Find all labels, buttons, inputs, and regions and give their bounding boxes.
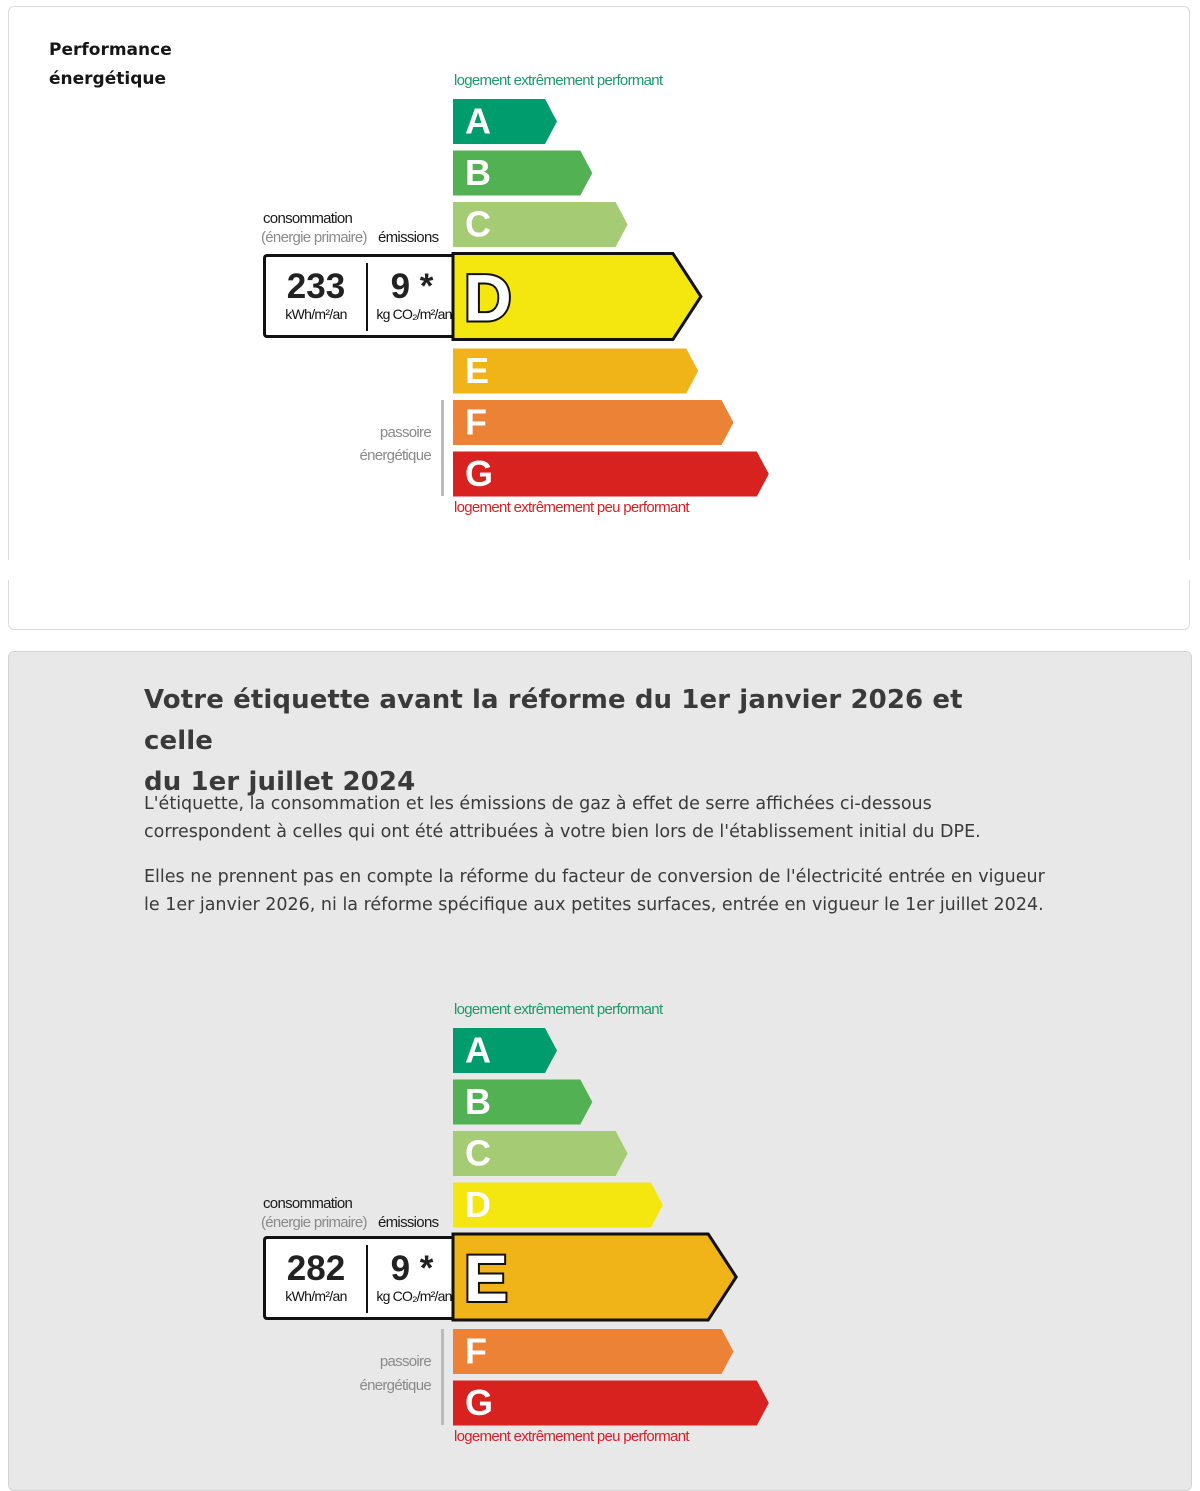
class-letter-b: B — [465, 1081, 491, 1122]
class-arrow-d-selected: D — [451, 252, 703, 341]
reform-paragraph-2-line-1: Elles ne prennent pas en compte la réfor… — [144, 867, 1045, 887]
passoire-label-line-1: passoire — [379, 1353, 432, 1370]
consumption-unit: kWh/m²/an — [285, 306, 347, 322]
class-arrow-b: B — [453, 150, 593, 196]
consumption-sub-label: (énergie primaire) — [261, 1214, 367, 1231]
class-letter-c: C — [465, 204, 491, 245]
values-box: 233 kWh/m²/an 9 * kg CO₂/m²/an — [263, 254, 455, 338]
class-arrow-a: A — [453, 99, 557, 144]
class-arrow-g: G — [453, 451, 769, 497]
reform-paragraph-2-line-2: le 1er janvier 2026, ni la réforme spéci… — [144, 895, 1044, 915]
values-separator — [366, 1245, 368, 1313]
class-letter-e: E — [464, 1241, 508, 1315]
consumption-value: 282 — [286, 1249, 346, 1288]
class-arrow-c: C — [453, 1131, 628, 1176]
reform-paragraph-1: L'étiquette, la consommation et les émis… — [144, 790, 1064, 846]
class-arrow-shape — [453, 451, 769, 497]
class-arrow-f: F — [453, 400, 734, 445]
class-arrow-shape — [453, 1131, 628, 1176]
class-arrow-e: E — [453, 348, 699, 394]
consumption-unit: kWh/m²/an — [285, 1288, 347, 1304]
passoire-label-line-1: passoire — [379, 424, 432, 441]
reform-title-line-2: du 1er juillet 2024 — [144, 767, 416, 797]
consumption-value: 233 — [286, 267, 346, 306]
class-letter-c: C — [465, 1133, 491, 1174]
class-arrow-shape — [453, 1028, 557, 1073]
dpe-label-current: logement extrêmement performant consomma… — [0, 72, 1200, 516]
emissions-unit: kg CO₂/m²/an — [376, 1288, 452, 1304]
card-title-line-2: énergétique — [49, 69, 166, 89]
reform-paragraph-2: Elles ne prennent pas en compte la réfor… — [144, 863, 1064, 919]
class-arrow-shape — [453, 150, 593, 196]
emissions-value: 9 * — [390, 267, 434, 306]
class-arrow-shape — [451, 1232, 738, 1322]
class-letter-f: F — [465, 402, 487, 443]
reform-title-line-1: Votre étiquette avant la réforme du 1er … — [144, 685, 963, 756]
class-arrow-d: D — [453, 1182, 663, 1228]
consumption-sub-label: (énergie primaire) — [261, 229, 367, 246]
passoire-label-line-2: énergétique — [359, 1377, 431, 1394]
emissions-label: émissions — [378, 229, 439, 246]
top-caption: logement extrêmement performant — [454, 1001, 663, 1018]
class-arrow-g: G — [453, 1380, 769, 1426]
card-title-line-1: Performance — [49, 40, 172, 60]
class-letter-a: A — [465, 101, 491, 142]
values-box: 282 kWh/m²/an 9 * kg CO₂/m²/an — [263, 1236, 455, 1320]
consumption-label: consommation — [263, 210, 353, 227]
class-arrow-shape — [453, 400, 734, 445]
class-arrow-f: F — [453, 1329, 734, 1374]
class-arrow-e-selected: E — [451, 1232, 738, 1322]
class-letter-f: F — [465, 1331, 487, 1372]
class-letter-d: D — [465, 1184, 491, 1225]
passoire-bracket — [441, 400, 444, 496]
emissions-label: émissions — [378, 1214, 439, 1231]
card-gap — [0, 560, 1200, 580]
reform-paragraph-1-line-1: L'étiquette, la consommation et les émis… — [144, 794, 932, 814]
consumption-label: consommation — [263, 1195, 353, 1212]
class-letter-a: A — [465, 1030, 491, 1071]
class-letter-b: B — [465, 152, 491, 193]
class-arrow-c: C — [453, 202, 628, 247]
class-arrow-shape — [453, 202, 628, 247]
class-arrow-a: A — [453, 1028, 557, 1073]
reform-title: Votre étiquette avant la réforme du 1er … — [144, 680, 984, 803]
values-separator — [366, 263, 368, 331]
class-arrow-b: B — [453, 1079, 593, 1125]
bottom-caption: logement extrêmement peu performant — [454, 499, 690, 516]
class-arrow-shape — [453, 1182, 663, 1228]
reform-paragraph-1-line-2: correspondent à celles qui ont été attri… — [144, 822, 981, 842]
passoire-label-line-2: énergétique — [359, 447, 431, 464]
passoire-bracket — [441, 1329, 444, 1425]
class-letter-g: G — [465, 1382, 493, 1423]
card-title: Performance énergétique — [49, 36, 209, 94]
class-letter-d: D — [464, 261, 512, 335]
class-arrow-shape — [453, 1329, 734, 1374]
dpe-label-before-reform: logement extrêmement performant consomma… — [0, 1001, 1200, 1445]
class-arrow-shape — [453, 99, 557, 144]
class-letter-e: E — [465, 350, 489, 391]
class-letter-g: G — [465, 453, 493, 494]
class-arrow-shape — [453, 1380, 769, 1426]
class-arrow-shape — [453, 1079, 593, 1125]
class-arrow-shape — [453, 348, 699, 394]
bottom-caption: logement extrêmement peu performant — [454, 1428, 690, 1445]
top-caption: logement extrêmement performant — [454, 72, 663, 89]
emissions-unit: kg CO₂/m²/an — [376, 306, 452, 322]
class-arrow-shape — [451, 252, 703, 341]
emissions-value: 9 * — [390, 1249, 434, 1288]
